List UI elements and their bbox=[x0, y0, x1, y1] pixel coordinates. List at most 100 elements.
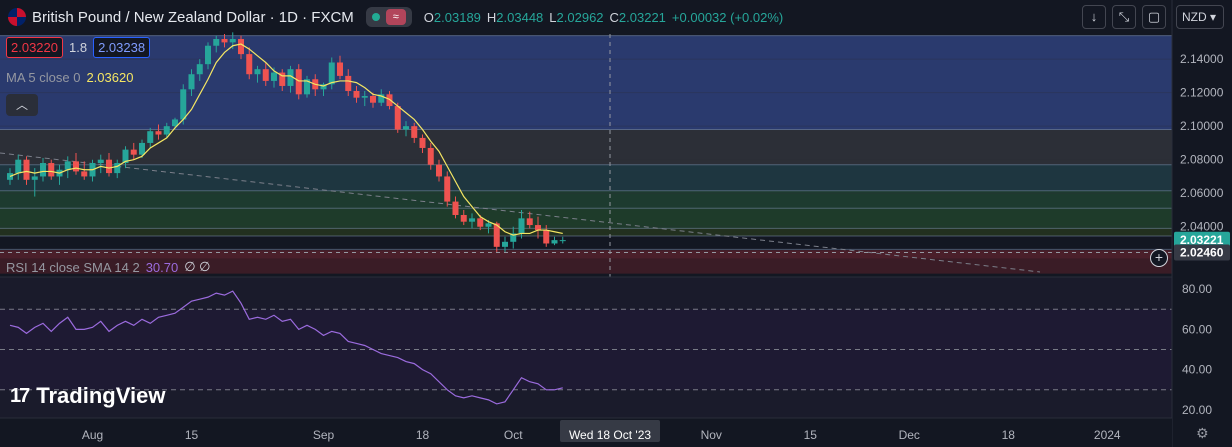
candle-62 bbox=[518, 218, 525, 234]
candle-21 bbox=[180, 89, 187, 120]
candle-32 bbox=[271, 72, 277, 81]
candle-65 bbox=[543, 230, 550, 244]
currency-label: NZD bbox=[1182, 10, 1207, 24]
ma-legend-label: MA 5 close 0 bbox=[6, 70, 81, 85]
currency-flag-icon bbox=[8, 8, 26, 26]
candle-55 bbox=[460, 214, 467, 222]
candle-67 bbox=[559, 240, 566, 242]
rsi-tick-label-0: 80.00 bbox=[1182, 282, 1212, 296]
tradingview-logo-text: TradingView bbox=[36, 383, 166, 408]
candle-35 bbox=[295, 69, 302, 95]
price-zone-2 bbox=[0, 164, 1172, 191]
price-tick-label-1: 2.12000 bbox=[1180, 86, 1224, 100]
settings-gear-icon[interactable]: ⚙ bbox=[1196, 425, 1209, 441]
candle-31 bbox=[262, 69, 269, 81]
candle-49 bbox=[411, 126, 418, 138]
candle-26 bbox=[221, 39, 228, 43]
fullscreen-button[interactable]: ⤡ bbox=[1112, 5, 1136, 29]
market-open-dot-icon bbox=[371, 13, 380, 21]
candle-27 bbox=[229, 39, 236, 43]
price-tick-label-0: 2.14000 bbox=[1180, 52, 1224, 66]
candle-66 bbox=[551, 240, 558, 244]
time-tick-label-7: Dec bbox=[899, 428, 920, 442]
time-tick-label-4: Oct bbox=[504, 428, 523, 442]
candle-59 bbox=[493, 223, 500, 247]
tradingview-logo[interactable]: 17 TradingView bbox=[10, 383, 165, 409]
price-zone-1 bbox=[0, 129, 1172, 165]
candle-18 bbox=[155, 131, 162, 135]
candle-9 bbox=[81, 171, 88, 177]
trend-line bbox=[0, 152, 1041, 273]
ma-legend[interactable]: MA 5 close 0 2.03620 bbox=[6, 70, 133, 85]
candle-61 bbox=[510, 233, 517, 242]
price-tick-label-5: 2.04000 bbox=[1180, 220, 1224, 234]
crosshair-price-label: 2.02460 bbox=[1180, 246, 1224, 260]
add-alert-icon[interactable]: + bbox=[1150, 249, 1168, 267]
candle-34 bbox=[287, 69, 294, 86]
ohlc-values: O2.03189 H2.03448 L2.02962 C2.03221 +0.0… bbox=[424, 10, 783, 25]
ohlc-low: L2.02962 bbox=[549, 9, 604, 25]
candle-24 bbox=[205, 45, 211, 65]
candle-50 bbox=[419, 137, 426, 148]
crosshair-time-label: Wed 18 Oct '23 bbox=[569, 428, 651, 442]
symbol-header: British Pound / New Zealand Dollar · 1D … bbox=[0, 0, 1172, 34]
quote-row: 2.03220 1.8 2.03238 bbox=[6, 37, 151, 58]
candle-30 bbox=[254, 69, 261, 75]
snapshot-button[interactable]: ▢ bbox=[1142, 5, 1166, 29]
candle-41 bbox=[345, 75, 352, 91]
rsi-line bbox=[9, 290, 563, 405]
candle-64 bbox=[535, 225, 541, 231]
time-tick-label-3: 18 bbox=[416, 428, 430, 442]
price-zone-3 bbox=[0, 190, 1172, 209]
rsi-tick-label-3: 20.00 bbox=[1182, 403, 1212, 417]
candle-7 bbox=[64, 161, 71, 170]
wave-icon: ≈ bbox=[385, 9, 406, 25]
candle-25 bbox=[213, 39, 220, 46]
time-tick-label-9: 2024 bbox=[1094, 428, 1121, 442]
rsi-tick-label-2: 40.00 bbox=[1182, 363, 1212, 377]
symbol-title[interactable]: British Pound / New Zealand Dollar · 1D … bbox=[32, 8, 354, 26]
time-tick-label-6: 15 bbox=[804, 428, 818, 442]
ohlc-close: C2.03221 bbox=[609, 9, 666, 25]
candle-43 bbox=[361, 96, 368, 98]
candle-23 bbox=[196, 64, 203, 75]
tradingview-mark-icon: 17 bbox=[10, 384, 30, 407]
price-zone-4 bbox=[0, 208, 1172, 229]
time-tick-label-0: Aug bbox=[82, 428, 103, 442]
candle-45 bbox=[378, 94, 385, 103]
price-tick-label-3: 2.08000 bbox=[1180, 153, 1224, 167]
time-tick-label-2: Sep bbox=[313, 428, 335, 442]
rsi-legend-extra: ∅ ∅ bbox=[184, 259, 211, 274]
candle-17 bbox=[147, 131, 154, 143]
currency-select[interactable]: NZD ▾ bbox=[1176, 5, 1224, 29]
spread-value: 1.8 bbox=[69, 40, 88, 55]
collapse-legend-button[interactable]: ︿ bbox=[6, 94, 38, 116]
market-status-pill[interactable]: ≈ bbox=[365, 7, 412, 27]
candle-12 bbox=[106, 159, 112, 174]
candle-57 bbox=[477, 218, 484, 227]
candle-56 bbox=[469, 218, 475, 222]
last-price-label: 2.03221 bbox=[1180, 233, 1224, 247]
candle-16 bbox=[139, 142, 145, 155]
ma-line bbox=[9, 43, 563, 236]
candle-5 bbox=[48, 163, 55, 177]
candle-28 bbox=[238, 39, 244, 55]
candle-1 bbox=[15, 159, 22, 174]
buy-button[interactable]: 2.03238 bbox=[93, 37, 151, 58]
candle-36 bbox=[304, 79, 310, 95]
candle-48 bbox=[403, 126, 409, 130]
candle-13 bbox=[114, 163, 121, 174]
candle-8 bbox=[73, 161, 79, 172]
crosshair-price-bg bbox=[1174, 244, 1230, 261]
scroll-down-button[interactable]: ↓ bbox=[1082, 5, 1106, 29]
sell-button[interactable]: 2.03220 bbox=[6, 37, 63, 58]
rsi-legend[interactable]: RSI 14 close SMA 14 2 30.70 ∅ ∅ bbox=[6, 259, 211, 275]
candle-42 bbox=[353, 90, 360, 98]
time-tick-label-1: 15 bbox=[185, 428, 199, 442]
rsi-legend-label: RSI 14 close SMA 14 2 bbox=[6, 259, 140, 275]
candle-3 bbox=[31, 176, 38, 180]
candle-38 bbox=[320, 84, 327, 90]
candle-19 bbox=[163, 126, 170, 135]
candle-54 bbox=[452, 201, 459, 215]
